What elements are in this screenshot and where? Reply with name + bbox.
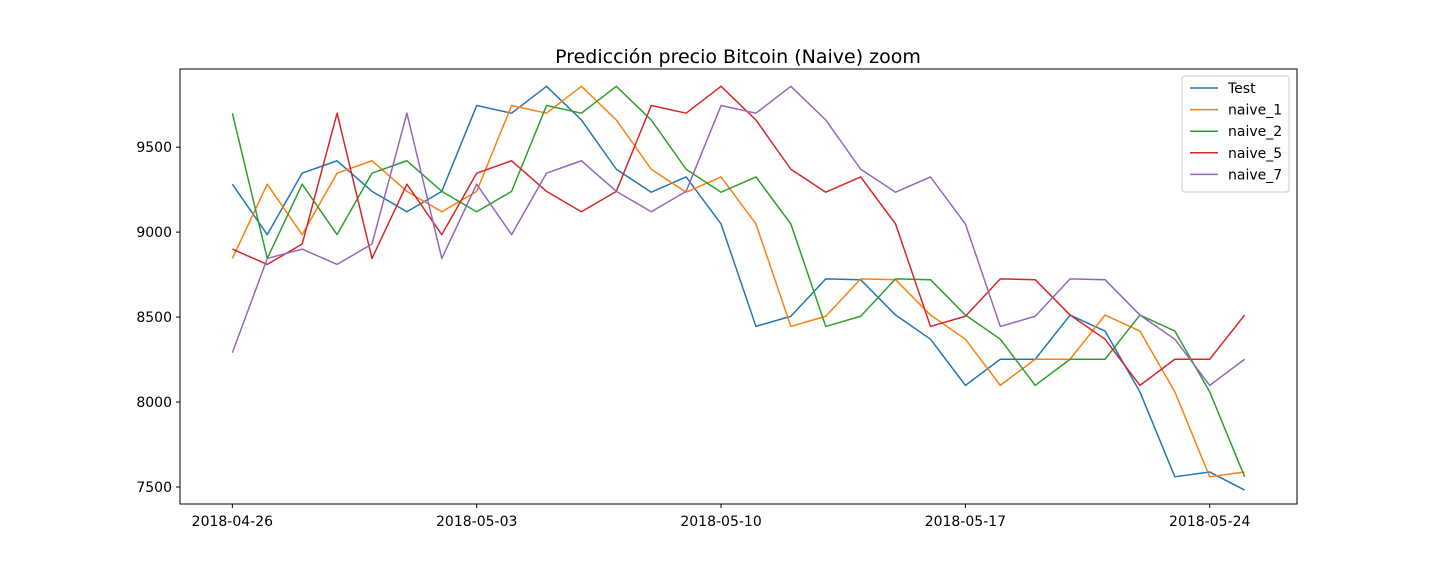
chart-title: Predicción precio Bitcoin (Naive) zoom [555,46,921,68]
legend-label: Test [1227,81,1256,97]
legend-box [1181,75,1290,193]
legend-label: naive_2 [1228,124,1282,140]
y-tick-label: 8000 [136,395,172,411]
legend-label: naive_5 [1228,146,1282,162]
series-line-naive-5 [232,85,1246,387]
series-layer [231,85,1246,491]
y-tick-label: 8500 [136,310,172,326]
x-tick-label: 2018-05-17 [925,514,1006,530]
series-line-test [231,85,1245,491]
y-tick-label: 9500 [136,140,172,156]
legend-label: naive_7 [1228,167,1282,183]
axes-layer: 7500 8000 8500 9000 9500 2018-04-26 2018-05-03… [136,68,1298,530]
x-tick-label: 2018-05-24 [1169,514,1250,530]
series-line-naive-7 [231,85,1246,387]
y-tick-label: 9000 [136,225,172,241]
plot-frame [179,68,1298,505]
x-tick-label: 2018-04-26 [192,514,273,530]
legend-label: naive_1 [1228,103,1282,119]
series-line-naive-1 [231,85,1245,478]
series-line-naive-2 [231,85,1246,478]
x-tick-label: 2018-05-03 [436,514,517,530]
y-tick-label: 7500 [136,480,172,496]
legend: Test naive_1 naive_2 naive_5 naive_7 [1181,75,1290,193]
x-tick-label: 2018-05-10 [680,514,761,530]
